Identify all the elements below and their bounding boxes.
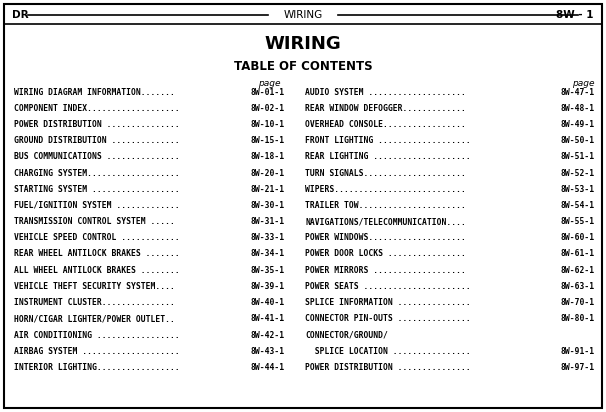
Text: 8W-53-1: 8W-53-1 <box>561 185 595 194</box>
Text: WIRING DIAGRAM INFORMATION.......: WIRING DIAGRAM INFORMATION....... <box>14 87 175 96</box>
Text: 8W-97-1: 8W-97-1 <box>561 363 595 372</box>
Text: 8W-91-1: 8W-91-1 <box>561 347 595 356</box>
Text: CONNECTOR/GROUND/: CONNECTOR/GROUND/ <box>305 330 388 339</box>
Text: 8W-39-1: 8W-39-1 <box>251 282 285 291</box>
Text: 8W-47-1: 8W-47-1 <box>561 87 595 96</box>
Text: COMPONENT INDEX...................: COMPONENT INDEX................... <box>14 104 180 113</box>
Text: TRAILER TOW......................: TRAILER TOW...................... <box>305 201 466 210</box>
Text: 8W-62-1: 8W-62-1 <box>561 266 595 275</box>
Text: AIRBAG SYSTEM ....................: AIRBAG SYSTEM .................... <box>14 347 180 356</box>
Text: 8W-30-1: 8W-30-1 <box>251 201 285 210</box>
Text: AUDIO SYSTEM ....................: AUDIO SYSTEM .................... <box>305 87 466 96</box>
Text: 8W-01-1: 8W-01-1 <box>251 87 285 96</box>
Text: 8W-34-1: 8W-34-1 <box>251 250 285 258</box>
Text: 8W-55-1: 8W-55-1 <box>561 217 595 226</box>
Text: page: page <box>573 79 595 87</box>
Text: 8W-35-1: 8W-35-1 <box>251 266 285 275</box>
Text: 8W-33-1: 8W-33-1 <box>251 233 285 242</box>
Text: 8W-21-1: 8W-21-1 <box>251 185 285 194</box>
Text: 8W - 1: 8W - 1 <box>556 10 594 20</box>
Text: 8W-41-1: 8W-41-1 <box>251 314 285 323</box>
Text: POWER DOOR LOCKS ................: POWER DOOR LOCKS ................ <box>305 250 466 258</box>
Text: 8W-18-1: 8W-18-1 <box>251 152 285 162</box>
Text: VEHICLE THEFT SECURITY SYSTEM....: VEHICLE THEFT SECURITY SYSTEM.... <box>14 282 175 291</box>
Text: CONNECTOR PIN-OUTS ...............: CONNECTOR PIN-OUTS ............... <box>305 314 471 323</box>
Text: VEHICLE SPEED CONTROL ............: VEHICLE SPEED CONTROL ............ <box>14 233 180 242</box>
Text: TRANSMISSION CONTROL SYSTEM .....: TRANSMISSION CONTROL SYSTEM ..... <box>14 217 175 226</box>
Text: REAR LIGHTING ....................: REAR LIGHTING .................... <box>305 152 471 162</box>
Text: 8W-48-1: 8W-48-1 <box>561 104 595 113</box>
Text: POWER DISTRIBUTION ...............: POWER DISTRIBUTION ............... <box>305 363 471 372</box>
Text: 8W-80-1: 8W-80-1 <box>561 314 595 323</box>
Text: 8W-02-1: 8W-02-1 <box>251 104 285 113</box>
Text: WIRING: WIRING <box>265 35 341 53</box>
Text: 8W-40-1: 8W-40-1 <box>251 298 285 307</box>
Text: GROUND DISTRIBUTION ..............: GROUND DISTRIBUTION .............. <box>14 136 180 145</box>
Text: INTERIOR LIGHTING.................: INTERIOR LIGHTING................. <box>14 363 180 372</box>
Text: 8W-20-1: 8W-20-1 <box>251 169 285 178</box>
Text: POWER DISTRIBUTION ...............: POWER DISTRIBUTION ............... <box>14 120 180 129</box>
Text: POWER SEATS ......................: POWER SEATS ...................... <box>305 282 471 291</box>
Text: TABLE OF CONTENTS: TABLE OF CONTENTS <box>234 59 372 73</box>
Text: 8W-15-1: 8W-15-1 <box>251 136 285 145</box>
Text: 8W-52-1: 8W-52-1 <box>561 169 595 178</box>
Text: REAR WINDOW DEFOGGER.............: REAR WINDOW DEFOGGER............. <box>305 104 466 113</box>
Text: 8W-43-1: 8W-43-1 <box>251 347 285 356</box>
Text: FUEL/IGNITION SYSTEM .............: FUEL/IGNITION SYSTEM ............. <box>14 201 180 210</box>
Text: 8W-49-1: 8W-49-1 <box>561 120 595 129</box>
Text: REAR WHEEL ANTILOCK BRAKES .......: REAR WHEEL ANTILOCK BRAKES ....... <box>14 250 180 258</box>
Text: OVERHEAD CONSOLE.................: OVERHEAD CONSOLE................. <box>305 120 466 129</box>
Text: SPLICE INFORMATION ...............: SPLICE INFORMATION ............... <box>305 298 471 307</box>
Text: DR: DR <box>12 10 28 20</box>
Text: page: page <box>259 79 281 87</box>
Text: 8W-61-1: 8W-61-1 <box>561 250 595 258</box>
Text: TURN SIGNALS.....................: TURN SIGNALS..................... <box>305 169 466 178</box>
Text: WIPERS...........................: WIPERS........................... <box>305 185 466 194</box>
Text: 8W-42-1: 8W-42-1 <box>251 330 285 339</box>
Text: 8W-44-1: 8W-44-1 <box>251 363 285 372</box>
Text: NAVIGATIONS/TELECOMMUNICATION....: NAVIGATIONS/TELECOMMUNICATION.... <box>305 217 466 226</box>
Text: STARTING SYSTEM ..................: STARTING SYSTEM .................. <box>14 185 180 194</box>
Text: POWER MIRRORS ...................: POWER MIRRORS ................... <box>305 266 466 275</box>
Text: ALL WHEEL ANTILOCK BRAKES ........: ALL WHEEL ANTILOCK BRAKES ........ <box>14 266 180 275</box>
Text: BUS COMMUNICATIONS ...............: BUS COMMUNICATIONS ............... <box>14 152 180 162</box>
Text: HORN/CIGAR LIGHTER/POWER OUTLET..: HORN/CIGAR LIGHTER/POWER OUTLET.. <box>14 314 175 323</box>
Text: INSTRUMENT CLUSTER...............: INSTRUMENT CLUSTER............... <box>14 298 175 307</box>
Text: POWER WINDOWS....................: POWER WINDOWS.................... <box>305 233 466 242</box>
Text: CHARGING SYSTEM...................: CHARGING SYSTEM................... <box>14 169 180 178</box>
Text: 8W-54-1: 8W-54-1 <box>561 201 595 210</box>
Text: FRONT LIGHTING ...................: FRONT LIGHTING ................... <box>305 136 471 145</box>
Text: SPLICE LOCATION ................: SPLICE LOCATION ................ <box>305 347 471 356</box>
Text: WIRING: WIRING <box>284 10 322 20</box>
Text: 8W-50-1: 8W-50-1 <box>561 136 595 145</box>
Text: 8W-10-1: 8W-10-1 <box>251 120 285 129</box>
Text: AIR CONDITIONING .................: AIR CONDITIONING ................. <box>14 330 180 339</box>
Text: 8W-63-1: 8W-63-1 <box>561 282 595 291</box>
Text: 8W-31-1: 8W-31-1 <box>251 217 285 226</box>
Text: 8W-51-1: 8W-51-1 <box>561 152 595 162</box>
Text: 8W-60-1: 8W-60-1 <box>561 233 595 242</box>
Text: 8W-70-1: 8W-70-1 <box>561 298 595 307</box>
